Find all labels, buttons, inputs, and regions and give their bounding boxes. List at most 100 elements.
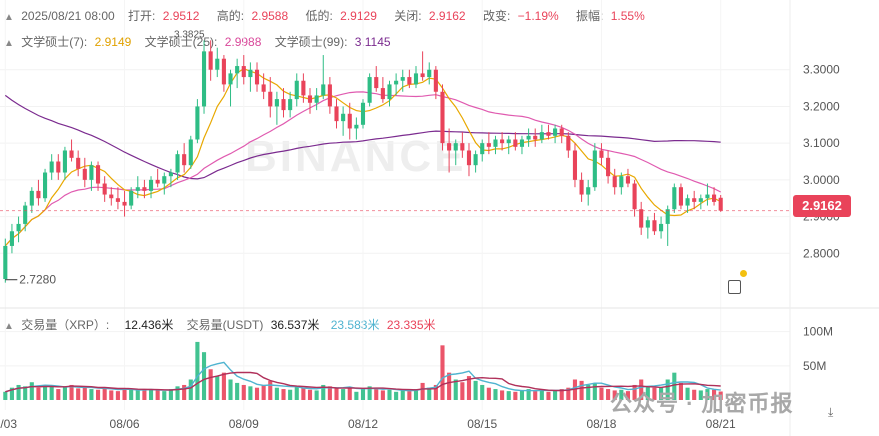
candle[interactable] xyxy=(685,194,690,213)
volume-bar[interactable] xyxy=(162,391,167,400)
volume-bar[interactable] xyxy=(122,388,127,400)
candle[interactable] xyxy=(612,168,617,195)
candle[interactable] xyxy=(566,132,571,158)
volume-bar[interactable] xyxy=(493,389,498,400)
volume-bar[interactable] xyxy=(268,380,273,400)
volume-bar[interactable] xyxy=(533,391,538,400)
candle[interactable] xyxy=(235,58,240,89)
candle[interactable] xyxy=(659,216,664,239)
candle[interactable] xyxy=(513,132,518,151)
volume-bar[interactable] xyxy=(109,390,114,400)
volume-bar[interactable] xyxy=(195,341,200,400)
volume-bar[interactable] xyxy=(400,390,405,400)
candle[interactable] xyxy=(599,143,604,166)
candle[interactable] xyxy=(639,201,644,235)
volume-bar[interactable] xyxy=(586,384,591,400)
volume-bar[interactable] xyxy=(632,384,637,400)
candle[interactable] xyxy=(387,80,392,107)
collapse-chevron-icon[interactable]: ▲ xyxy=(4,321,14,332)
volume-bar[interactable] xyxy=(327,386,332,400)
volume-bar[interactable] xyxy=(466,376,472,400)
volume-bar[interactable] xyxy=(288,389,293,400)
volume-bar[interactable] xyxy=(539,389,544,400)
volume-bar[interactable] xyxy=(341,389,346,400)
candle[interactable] xyxy=(215,47,220,78)
volume-bar[interactable] xyxy=(374,389,379,400)
volume-bar[interactable] xyxy=(380,390,385,400)
candle[interactable] xyxy=(69,139,74,162)
volume-bar[interactable] xyxy=(3,391,8,400)
candle[interactable] xyxy=(506,135,511,155)
candle[interactable] xyxy=(413,66,419,89)
volume-bar[interactable] xyxy=(155,390,160,400)
candle[interactable] xyxy=(665,205,670,246)
volume-bar[interactable] xyxy=(433,384,438,400)
volume-bar[interactable] xyxy=(142,389,147,400)
candle[interactable] xyxy=(122,190,127,217)
volume-bar[interactable] xyxy=(208,369,213,400)
candle[interactable] xyxy=(447,128,452,173)
candle[interactable] xyxy=(493,135,498,155)
candle[interactable] xyxy=(43,168,48,202)
candle[interactable] xyxy=(228,69,233,107)
candle[interactable] xyxy=(76,150,81,177)
candle[interactable] xyxy=(606,150,611,184)
candle[interactable] xyxy=(294,73,299,107)
candle[interactable] xyxy=(334,99,339,129)
candle[interactable] xyxy=(546,124,551,140)
candle[interactable] xyxy=(62,146,67,180)
volume-bar[interactable] xyxy=(473,380,478,400)
volume-bar[interactable] xyxy=(89,389,94,400)
volume-bar[interactable] xyxy=(135,390,140,400)
candle[interactable] xyxy=(559,124,564,144)
volume-bar[interactable] xyxy=(248,386,253,400)
volume-bar[interactable] xyxy=(712,389,717,400)
candle[interactable] xyxy=(347,102,352,140)
volume-bar[interactable] xyxy=(49,386,54,400)
candle[interactable] xyxy=(407,69,412,89)
volume-bar[interactable] xyxy=(698,390,703,400)
candle[interactable] xyxy=(460,132,465,158)
candle[interactable] xyxy=(82,157,87,188)
volume-bar[interactable] xyxy=(480,384,485,400)
candle[interactable] xyxy=(619,172,624,195)
volume-bar[interactable] xyxy=(639,379,644,401)
volume-bar[interactable] xyxy=(420,382,425,400)
volume-bar[interactable] xyxy=(447,372,452,400)
volume-bar[interactable] xyxy=(453,379,458,401)
candle[interactable] xyxy=(672,183,677,213)
candle[interactable] xyxy=(645,216,650,239)
candle[interactable] xyxy=(718,194,723,212)
candle[interactable] xyxy=(115,187,120,210)
candle[interactable] xyxy=(129,187,134,210)
volume-bar[interactable] xyxy=(188,379,193,401)
candle[interactable] xyxy=(394,73,399,96)
collapse-chevron-icon[interactable]: ▲ xyxy=(4,38,14,49)
candle[interactable] xyxy=(274,91,279,125)
candle[interactable] xyxy=(712,187,717,206)
candle[interactable] xyxy=(175,150,180,180)
candle[interactable] xyxy=(288,91,293,118)
candle[interactable] xyxy=(281,88,286,118)
volume-bar[interactable] xyxy=(294,386,299,400)
candle[interactable] xyxy=(254,62,260,92)
volume-bar[interactable] xyxy=(659,387,664,400)
volume-bar[interactable] xyxy=(718,391,723,400)
candle[interactable] xyxy=(632,179,637,217)
volume-bar[interactable] xyxy=(62,387,67,400)
volume-bar[interactable] xyxy=(692,389,697,400)
candle[interactable] xyxy=(579,172,584,202)
volume-bar[interactable] xyxy=(347,387,352,400)
volume-bar[interactable] xyxy=(228,379,233,401)
volume-bar[interactable] xyxy=(665,379,670,401)
volume-bar[interactable] xyxy=(387,389,392,400)
volume-bar[interactable] xyxy=(486,387,491,400)
volume-bar[interactable] xyxy=(553,390,558,400)
volume-bar[interactable] xyxy=(23,386,28,400)
volume-bar[interactable] xyxy=(678,382,683,400)
volume-bar[interactable] xyxy=(314,390,319,400)
volume-bar[interactable] xyxy=(254,387,260,400)
candle[interactable] xyxy=(466,143,472,177)
candle[interactable] xyxy=(625,168,631,188)
volume-bar[interactable] xyxy=(440,345,445,400)
